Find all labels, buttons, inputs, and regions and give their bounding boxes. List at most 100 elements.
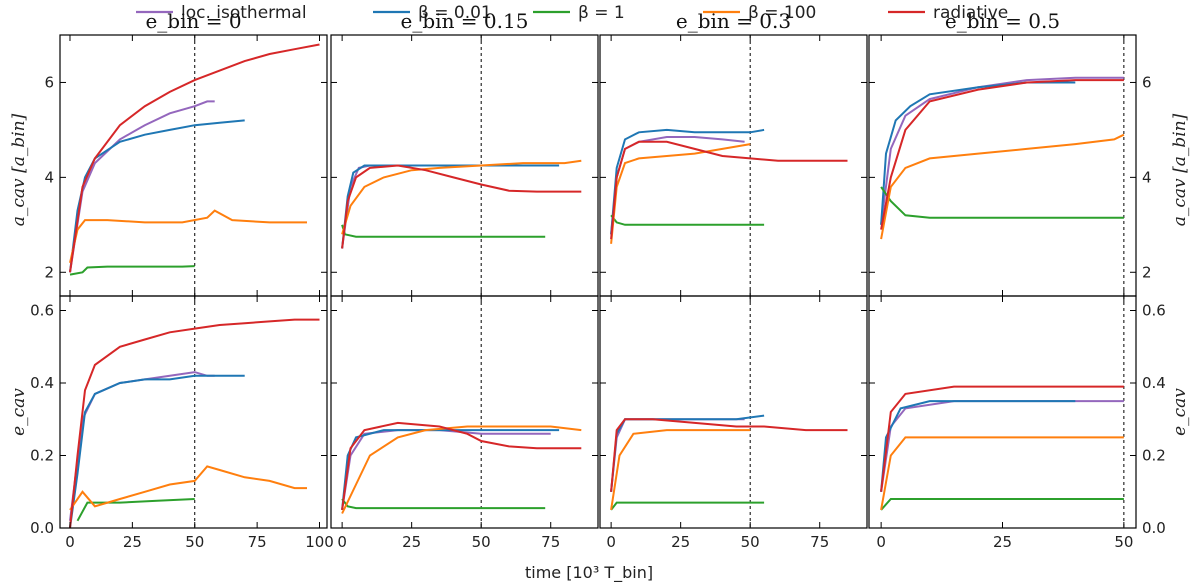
axes-frame (330, 295, 599, 529)
axes-frame (599, 34, 868, 297)
legend-label: β = 0.01 (418, 3, 492, 23)
series-line (610, 136, 745, 235)
y-tick-label: 0.6 (1142, 302, 1166, 320)
series-line (341, 164, 582, 249)
legend-item: radiative (888, 3, 1008, 23)
x-tick-label: 0 (337, 533, 347, 551)
x-tick-label: 0 (876, 533, 886, 551)
a_cav-subplot (330, 34, 599, 297)
series-line (880, 436, 1124, 511)
e_cav-subplot: 0.0 0.2 0.4 0.6 0 25 50 75 100 (30, 295, 334, 551)
panel-3: e_bin = 0.5 2 4 6 0.0 0.2 0.4 0.6 0 25 50 (868, 9, 1166, 551)
series-line (69, 265, 195, 276)
x-tick-label: 0 (606, 533, 616, 551)
series-line (610, 501, 765, 511)
series-line (341, 159, 582, 235)
series-line (69, 100, 215, 273)
y-axis-label-bottom-right: e_cav (1170, 388, 1190, 436)
panel-1: e_bin = 0.15 0 25 50 75 (330, 9, 599, 551)
series-line (610, 214, 765, 226)
legend-item: loc. isothermal (136, 3, 307, 23)
y-tick-label: 2 (1142, 263, 1152, 281)
panel-2: e_bin = 0.3 0 25 50 75 (599, 9, 868, 551)
x-axis-label: time [10³ T_bin] (525, 563, 653, 583)
panel-title: e_bin = 0.3 (676, 9, 791, 33)
x-tick-label: 25 (993, 533, 1012, 551)
x-tick-label: 25 (123, 533, 142, 551)
x-tick-label: 50 (472, 533, 491, 551)
y-axis-label-top: a_cav [a_bin] (9, 113, 29, 226)
a_cav-subplot: 2 4 6 (44, 34, 328, 297)
panel-0: e_bin = 0 2 4 6 0.0 0.2 0.4 0.6 0 25 50 75 100 (30, 9, 334, 551)
panel-title: e_bin = 0 (145, 9, 241, 33)
series-line (69, 209, 307, 264)
legend-label: radiative (933, 3, 1008, 23)
series-line (69, 318, 320, 528)
legend-item: β = 0.01 (373, 3, 492, 23)
series-line (610, 140, 848, 240)
x-tick-label: 50 (741, 533, 760, 551)
axes-frame (59, 295, 328, 529)
y-tick-label: 0.4 (30, 374, 54, 392)
series-line (610, 429, 751, 511)
series-line (341, 224, 546, 238)
x-tick-label: 75 (810, 533, 829, 551)
series-line (69, 374, 245, 528)
series-line (880, 400, 1124, 492)
x-tick-label: 50 (1114, 533, 1133, 551)
y-tick-label: 6 (1142, 73, 1152, 91)
a_cav-subplot (599, 34, 868, 297)
x-tick-label: 0 (65, 533, 75, 551)
panel-title: e_bin = 0.15 (401, 9, 529, 33)
y-axis-label-bottom: e_cav (9, 388, 29, 436)
axes-frame (59, 34, 328, 297)
y-axis-label-top-right: a_cav [a_bin] (1170, 113, 1190, 226)
y-tick-label: 0.2 (30, 447, 54, 465)
y-tick-label: 0.2 (1142, 447, 1166, 465)
legend-item: β = 1 (533, 3, 625, 23)
series-line (76, 498, 195, 522)
series-line (880, 385, 1124, 492)
y-tick-label: 0.4 (1142, 374, 1166, 392)
y-tick-label: 0.0 (30, 519, 54, 537)
series-line (341, 425, 582, 514)
series-line (69, 119, 245, 273)
series-line (880, 186, 1124, 219)
a_cav-subplot: 2 4 6 (868, 34, 1152, 297)
series-line (880, 400, 1076, 492)
y-tick-label: 0.6 (30, 302, 54, 320)
series-line (610, 128, 765, 235)
series-line (880, 79, 1124, 230)
series-line (341, 429, 551, 511)
series-line (880, 498, 1124, 511)
series-line (69, 43, 320, 273)
y-tick-label: 4 (1142, 168, 1152, 186)
e_cav-subplot: 0 25 50 75 (599, 295, 868, 551)
x-tick-label: 100 (305, 533, 334, 551)
x-tick-label: 50 (185, 533, 204, 551)
x-tick-label: 75 (541, 533, 560, 551)
panel-title: e_bin = 0.5 (945, 9, 1060, 33)
series-line (610, 143, 751, 244)
x-tick-label: 75 (248, 533, 267, 551)
legend-label: β = 1 (578, 3, 625, 23)
y-tick-label: 2 (44, 263, 54, 281)
axes-frame (599, 295, 868, 529)
y-tick-label: 6 (44, 73, 54, 91)
series-line (341, 421, 582, 511)
axes-frame (868, 295, 1137, 529)
series-line (880, 76, 1124, 225)
series-line (610, 418, 848, 492)
y-tick-label: 0.0 (1142, 519, 1166, 537)
series-line (880, 133, 1125, 240)
legend: loc. isothermal β = 0.01 β = 1 β = 100 radia… (136, 3, 1008, 23)
x-tick-label: 25 (402, 533, 421, 551)
legend-label: loc. isothermal (181, 3, 307, 23)
e_cav-subplot: 0.0 0.2 0.4 0.6 0 25 50 (868, 295, 1166, 551)
legend-item: β = 100 (703, 3, 816, 23)
legend-label: β = 100 (748, 3, 816, 23)
series-line (341, 498, 546, 510)
x-tick-label: 25 (671, 533, 690, 551)
